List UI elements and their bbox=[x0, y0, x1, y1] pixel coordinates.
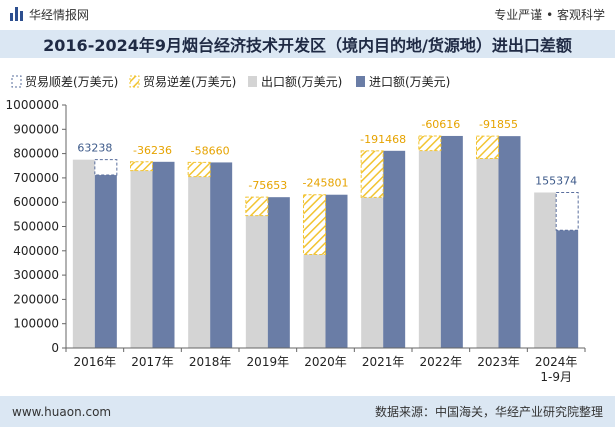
bar-surplus bbox=[94, 159, 118, 176]
y-tick-label: 600000 bbox=[13, 195, 59, 209]
balance-label: -91855 bbox=[479, 118, 518, 131]
legend-label: 贸易顺差(万美元) bbox=[25, 75, 118, 89]
footer: www.huaon.com 数据来源：中国海关，华经产业研究院整理 bbox=[0, 396, 615, 427]
bar-surplus bbox=[555, 191, 579, 231]
bar-import bbox=[498, 136, 521, 348]
x-tick-label: 2018年 bbox=[189, 355, 232, 369]
bar-export bbox=[188, 176, 211, 348]
legend-swatch bbox=[248, 76, 257, 87]
tagline: 专业严谨 • 客观科学 bbox=[494, 7, 605, 22]
bar-export bbox=[361, 197, 384, 348]
bar-import bbox=[383, 150, 406, 348]
bar-export bbox=[245, 215, 268, 348]
y-tick-label: 500000 bbox=[13, 220, 59, 234]
bar-import bbox=[325, 194, 348, 348]
legend: 贸易顺差(万美元) 贸易逆差(万美元) 出口额(万美元) 进口额(万美元) bbox=[11, 74, 450, 89]
balance-label: 63238 bbox=[77, 142, 112, 155]
legend-label: 出口额(万美元) bbox=[261, 75, 342, 89]
legend-swatch bbox=[129, 75, 140, 88]
bar-export bbox=[72, 159, 95, 348]
x-axis: 2016年 2017年 2018年 2019年 2020年 2021年 2022年 2023年… bbox=[65, 347, 586, 384]
x-tick-label: 2022年 bbox=[420, 355, 463, 369]
bar-deficit bbox=[187, 161, 211, 178]
chart-title: 2016-2024年9月烟台经济技术开发区（境内目的地/货源地）进出口差额 bbox=[43, 36, 572, 55]
data-source: 数据来源：中国海关，华经产业研究院整理 bbox=[374, 405, 603, 419]
legend-swatch bbox=[356, 76, 365, 87]
bar-import bbox=[267, 197, 290, 348]
y-axis: 0 100000 200000 300000 400000 500000 600000 700… bbox=[6, 98, 67, 355]
x-tick-label: 2024年 1-9月 bbox=[535, 355, 578, 384]
y-tick-label: 400000 bbox=[13, 244, 59, 258]
bar-export bbox=[534, 192, 557, 348]
y-tick-label: 200000 bbox=[13, 292, 59, 306]
bar-import bbox=[210, 162, 233, 348]
x-tick-label: 2023年 bbox=[477, 355, 520, 369]
balance-label: -191468 bbox=[360, 133, 406, 146]
website-link[interactable]: www.huaon.com bbox=[12, 404, 112, 419]
logo-icon bbox=[10, 7, 23, 21]
balance-label: -245801 bbox=[303, 177, 349, 190]
bar-import bbox=[440, 135, 463, 348]
y-tick-label: 800000 bbox=[13, 147, 59, 161]
balance-label: -36236 bbox=[133, 144, 172, 157]
brand: 华经情报网 bbox=[10, 6, 89, 23]
bar-deficit bbox=[418, 135, 442, 152]
y-tick-label: 1000000 bbox=[6, 98, 59, 112]
bar-import bbox=[556, 230, 579, 348]
bars: 63238 -36236 -58660 -75653 -245801 -191468 -60… bbox=[72, 118, 579, 348]
legend-label: 进口额(万美元) bbox=[369, 75, 450, 89]
bar-import bbox=[152, 161, 175, 348]
balance-label: -75653 bbox=[248, 179, 287, 192]
title-band: 2016-2024年9月烟台经济技术开发区（境内目的地/货源地）进出口差额 bbox=[0, 30, 615, 58]
x-tick-label: 2020年 bbox=[304, 355, 347, 369]
legend-item-export: 出口额(万美元) bbox=[248, 75, 342, 89]
legend-label: 贸易逆差(万美元) bbox=[143, 74, 236, 89]
bar-export bbox=[130, 170, 153, 348]
y-tick-label: 300000 bbox=[13, 268, 59, 282]
bar-import bbox=[94, 175, 117, 348]
balance-label: -58660 bbox=[191, 144, 230, 157]
y-tick-label: 100000 bbox=[13, 317, 59, 331]
chart: 贸易顺差(万美元) 贸易逆差(万美元) 出口额(万美元) 进口额(万美元) 0 1000… bbox=[6, 74, 586, 384]
bar-deficit bbox=[130, 161, 153, 172]
legend-item-import: 进口额(万美元) bbox=[356, 75, 450, 89]
x-tick-label: 2021年 bbox=[362, 355, 405, 369]
y-tick-label: 0 bbox=[51, 341, 59, 355]
bar-deficit bbox=[303, 194, 326, 255]
bar-deficit bbox=[360, 150, 384, 198]
bar-export bbox=[303, 254, 326, 348]
top-bar: 华经情报网 专业严谨 • 客观科学 bbox=[0, 0, 615, 28]
bar-export bbox=[418, 150, 441, 348]
bar-deficit bbox=[476, 135, 499, 159]
legend-item-surplus: 贸易顺差(万美元) bbox=[11, 75, 118, 89]
bar-export bbox=[476, 158, 499, 348]
y-tick-label: 700000 bbox=[13, 171, 59, 185]
x-tick-label: 2016年 bbox=[74, 355, 117, 369]
legend-swatch bbox=[11, 75, 22, 88]
y-tick-label: 900000 bbox=[13, 122, 59, 136]
x-tick-label: 2019年 bbox=[247, 355, 290, 369]
x-tick-label: 2017年 bbox=[131, 355, 174, 369]
legend-item-deficit: 贸易逆差(万美元) bbox=[129, 74, 236, 89]
balance-label: -60616 bbox=[421, 118, 460, 131]
brand-name: 华经情报网 bbox=[29, 7, 90, 22]
balance-label: 155374 bbox=[535, 174, 577, 187]
bar-deficit bbox=[245, 196, 269, 217]
